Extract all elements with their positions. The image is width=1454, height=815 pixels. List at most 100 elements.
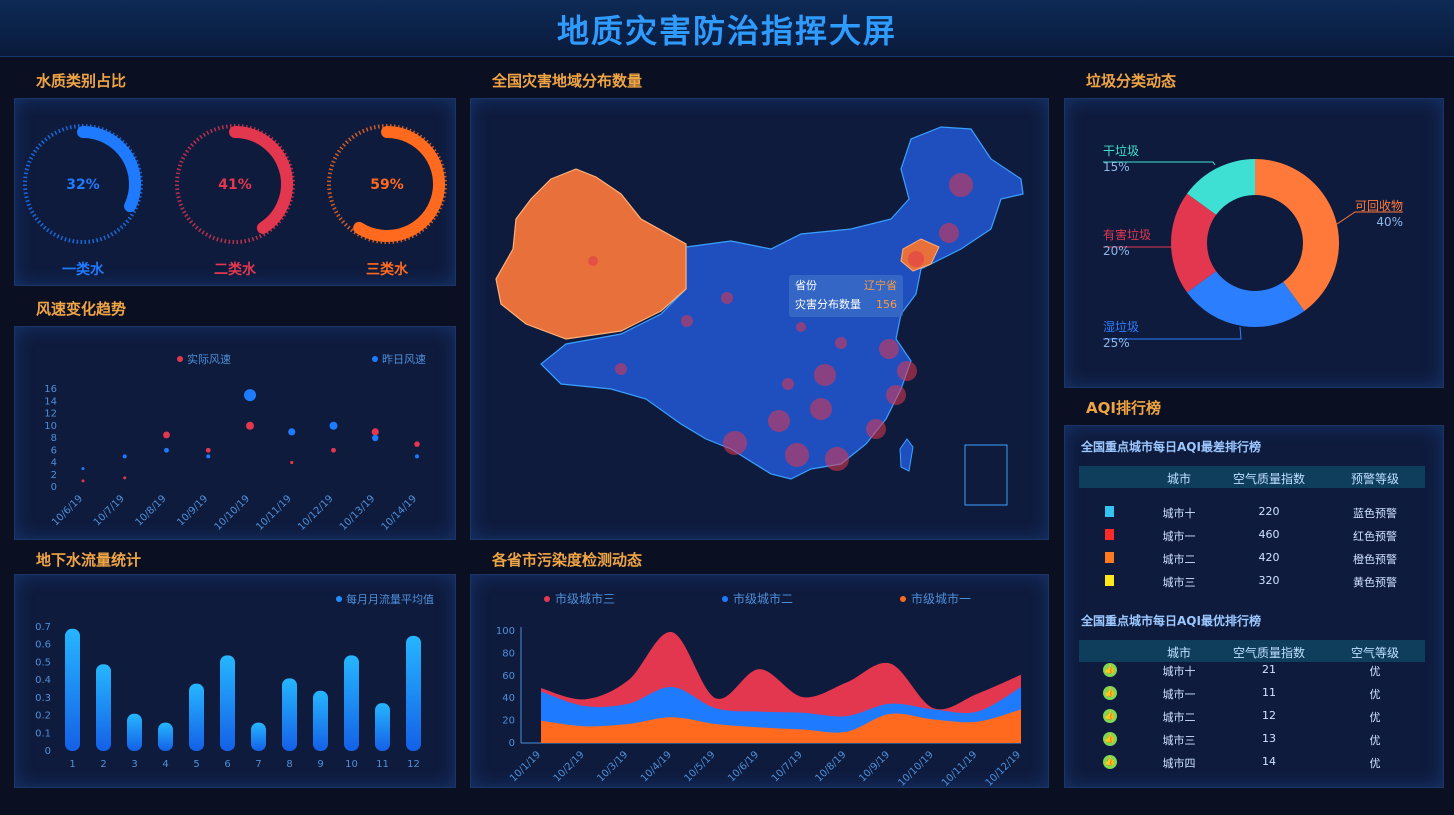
y-tick-label: 0.5 xyxy=(35,657,51,668)
aqi-row[interactable]: 👍 城市四 14 优 xyxy=(1079,751,1425,773)
aqi-cell-level: 橙色预警 xyxy=(1353,553,1397,566)
slice-label-name: 有害垃圾 xyxy=(1103,227,1151,242)
x-tick-label: 9 xyxy=(317,759,323,770)
x-tick-label: 7 xyxy=(255,759,261,770)
slice-label-name: 干垃圾 xyxy=(1103,143,1139,158)
bar xyxy=(251,722,266,751)
china-map[interactable]: 省份 辽宁省 灾害分布数量 156 xyxy=(471,99,1048,539)
map-title: 全国灾害地域分布数量 xyxy=(492,72,643,90)
aqi-cell-index: 12 xyxy=(1262,709,1276,722)
aqi-cell-city: 城市二 xyxy=(1162,711,1196,724)
y-tick-label: 20 xyxy=(502,716,515,727)
x-tick-label: 10/4/19 xyxy=(639,749,674,784)
x-tick-label: 10/9/19 xyxy=(857,749,892,784)
y-tick-label: 14 xyxy=(44,396,57,407)
x-tick-label: 10/6/19 xyxy=(50,493,85,528)
slice-leader-line xyxy=(1336,211,1403,225)
aqi-worst-col-index: 空气质量指数 xyxy=(1232,472,1305,486)
ring-label-class3: 三类水 xyxy=(366,262,408,278)
x-tick-label: 10/2/19 xyxy=(552,749,587,784)
x-tick-label: 2 xyxy=(100,759,106,770)
legend-marker xyxy=(336,596,342,602)
aqi-best-col-city: 城市 xyxy=(1166,646,1191,660)
aqi-row[interactable]: 城市十 220 蓝色预警 xyxy=(1079,501,1425,523)
scatter-point xyxy=(163,431,170,439)
legend-label[interactable]: 市级城市三 xyxy=(555,591,615,606)
warning-flag-icon xyxy=(1105,529,1114,540)
legend-marker xyxy=(177,356,183,362)
x-tick-label: 10/14/19 xyxy=(380,493,420,533)
legend-label[interactable]: 实际风速 xyxy=(187,352,231,366)
ring-arc xyxy=(229,126,293,234)
aqi-cell-city: 城市一 xyxy=(1162,530,1196,543)
x-tick-label: 6 xyxy=(224,759,230,770)
aqi-cell-city: 城市二 xyxy=(1162,553,1196,566)
x-tick-label: 10/11/19 xyxy=(254,493,294,533)
x-tick-label: 10/12/19 xyxy=(296,493,336,533)
slice-label-name: 可回收物 xyxy=(1355,199,1403,213)
map-region-taiwan xyxy=(899,438,914,472)
y-tick-label: 16 xyxy=(44,384,57,395)
aqi-worst-title: 全国重点城市每日AQI最差排行榜 xyxy=(1081,440,1261,454)
aqi-row[interactable]: 城市一 460 红色预警 xyxy=(1079,524,1425,546)
aqi-cell-level: 蓝色预警 xyxy=(1353,507,1397,520)
map-region-xinjiang[interactable] xyxy=(495,168,687,340)
pollution-area-chart: 0 20 40 60 80 100 10/1/19 10/2/19 10/3/19 10/4/19… xyxy=(496,591,1023,789)
y-tick-label: 0 xyxy=(51,482,57,493)
scatter-point xyxy=(371,428,379,436)
aqi-cell-index: 220 xyxy=(1258,505,1280,518)
aqi-cell-city: 城市四 xyxy=(1162,757,1196,770)
pie-slice[interactable] xyxy=(1255,159,1339,311)
aqi-row[interactable]: 👍 城市二 12 优 xyxy=(1079,705,1425,727)
south-sea-inset xyxy=(964,444,1008,506)
aqi-row[interactable]: 👍 城市三 13 优 xyxy=(1079,728,1425,750)
aqi-best-header: 城市 空气质量指数 空气等级 xyxy=(1079,640,1425,662)
aqi-row[interactable]: 城市二 420 橙色预警 xyxy=(1079,547,1425,569)
aqi-cell-city: 城市三 xyxy=(1162,576,1196,589)
warning-flag-icon xyxy=(1105,575,1114,586)
x-tick-label: 10/7/19 xyxy=(770,749,805,784)
bar xyxy=(220,655,235,751)
groundwater-bar-chart: 00.10.20.30.40.50.60.71 2 3 4 5 6 7 8 9 10 11 12每月月… xyxy=(35,592,434,770)
legend-label[interactable]: 昨日风速 xyxy=(382,353,426,366)
wind-title: 风速变化趋势 xyxy=(36,300,127,318)
aqi-cell-level: 优 xyxy=(1369,757,1381,770)
aqi-best-title: 全国重点城市每日AQI最优排行榜 xyxy=(1081,614,1261,628)
y-tick-label: 0.1 xyxy=(35,728,51,739)
tooltip-province-value: 辽宁省 xyxy=(864,278,897,292)
legend-label[interactable]: 每月月流量平均值 xyxy=(346,592,434,606)
aqi-row[interactable]: 👍 城市十 21 优 xyxy=(1079,659,1425,681)
x-tick-label: 8 xyxy=(286,759,292,770)
map-hotspots xyxy=(588,173,973,471)
scatter-point xyxy=(331,447,336,453)
pie-slice[interactable] xyxy=(1171,193,1217,293)
y-tick-label: 4 xyxy=(51,458,57,469)
slice-label-pct: 25% xyxy=(1103,336,1130,350)
ring-2: 41% xyxy=(175,124,295,244)
x-tick-label: 5 xyxy=(193,759,199,770)
thumbs-up-icon: 👍 xyxy=(1103,686,1117,700)
y-tick-label: 2 xyxy=(51,470,57,481)
groundwater-title: 地下水流量统计 xyxy=(36,551,142,569)
aqi-best-col-level: 空气等级 xyxy=(1350,646,1399,660)
ring-1: 32% xyxy=(23,124,143,244)
y-tick-label: 0 xyxy=(509,738,515,749)
ring-arc xyxy=(353,126,445,242)
pie-slice[interactable] xyxy=(1187,271,1305,327)
scatter-point xyxy=(288,428,296,436)
garbage-donut-chart: 可回收物 40% 湿垃圾 25% 有害垃圾 20% 干垃圾 15% xyxy=(1103,143,1403,350)
y-tick-label: 0.3 xyxy=(35,693,51,704)
aqi-cell-level: 优 xyxy=(1369,688,1381,701)
x-tick-label: 3 xyxy=(131,759,137,770)
wind-panel: 0 2 4 6 8 10 12 14 16 10/6/19 10/7/19 10/8/19 10/9/1… xyxy=(14,326,456,540)
map-panel: 省份 辽宁省 灾害分布数量 156 xyxy=(470,98,1049,540)
x-tick-label: 10/11/19 xyxy=(940,749,980,787)
aqi-row[interactable]: 城市三 320 黄色预警 xyxy=(1079,570,1425,592)
ring-label-class1: 一类水 xyxy=(62,262,104,278)
legend-label[interactable]: 市级城市二 xyxy=(733,591,793,606)
legend-label[interactable]: 市级城市一 xyxy=(911,591,971,606)
aqi-section-title: AQI排行榜 xyxy=(1086,399,1161,417)
aqi-row[interactable]: 👍 城市一 11 优 xyxy=(1079,682,1425,704)
tooltip-count-label: 灾害分布数量 xyxy=(795,297,861,311)
pie-slice[interactable] xyxy=(1187,159,1255,215)
